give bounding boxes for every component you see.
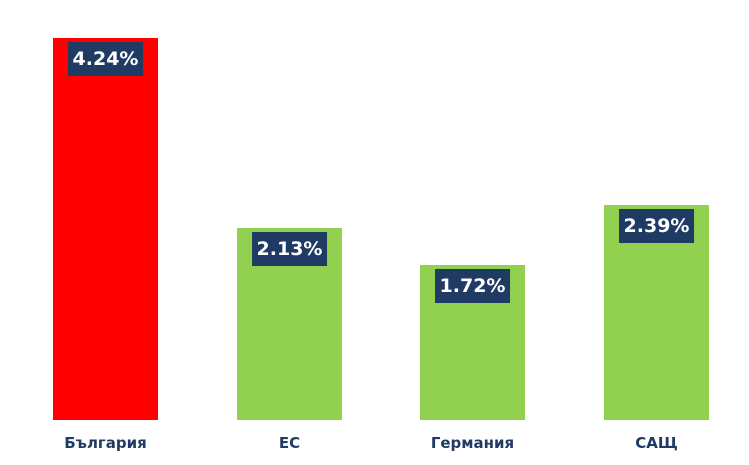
- x-tick-label: Германия: [430, 434, 515, 452]
- bar-1: [53, 38, 158, 420]
- data-label: 4.24%: [67, 42, 144, 76]
- data-label: 2.39%: [618, 208, 695, 243]
- x-tick-label: България: [64, 434, 147, 452]
- data-label: 1.72%: [434, 269, 511, 304]
- x-tick-label: САЩ: [635, 434, 678, 452]
- x-tick-label: ЕС: [278, 434, 301, 452]
- data-label: 2.13%: [251, 232, 328, 267]
